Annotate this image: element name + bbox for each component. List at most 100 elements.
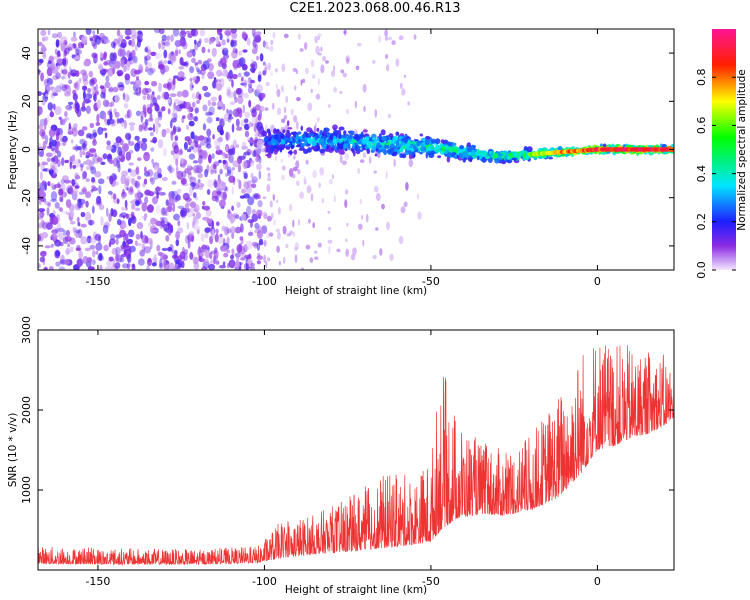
heatmap-cell (141, 215, 147, 220)
heatmap-cell (150, 217, 157, 225)
heatmap-cell (391, 40, 396, 46)
heatmap-cell (256, 163, 262, 171)
heatmap-cell (193, 135, 199, 145)
heatmap-cell (278, 143, 285, 148)
heatmap-cell (384, 144, 390, 149)
heatmap-cell (358, 139, 362, 145)
heatmap-cell (263, 67, 268, 76)
x-tick-label: -50 (422, 575, 440, 588)
heatmap-cell (215, 117, 220, 122)
heatmap-cell (180, 261, 185, 269)
heatmap-cell (346, 57, 350, 65)
heatmap-cell (201, 46, 206, 54)
heatmap-cell (140, 231, 143, 239)
heatmap-cell (122, 92, 126, 101)
heatmap-cell (59, 138, 65, 142)
heatmap-cell (124, 199, 128, 208)
heatmap-cell (106, 260, 113, 267)
heatmap-cell (307, 147, 312, 153)
heatmap-cell (91, 176, 96, 183)
heatmap-cell (247, 253, 252, 261)
heatmap-cell (256, 243, 261, 251)
heatmap-cell (141, 202, 148, 212)
heatmap-cell (108, 85, 114, 95)
heatmap-cell (99, 33, 105, 38)
heatmap-cell (333, 65, 336, 72)
heatmap-cell (147, 49, 152, 56)
heatmap-cell (202, 205, 211, 211)
heatmap-cell (416, 141, 420, 147)
heatmap-cell (362, 239, 365, 247)
heatmap-cell (64, 235, 72, 242)
heatmap-cell (317, 117, 320, 123)
heatmap-cell (72, 93, 78, 101)
heatmap-cell (194, 167, 202, 174)
heatmap-cell (84, 211, 92, 222)
heatmap-cell (177, 77, 185, 82)
heatmap-cell (222, 261, 226, 266)
heatmap-cell (264, 64, 268, 72)
heatmap-cell (305, 244, 311, 250)
heatmap-cell (221, 47, 228, 51)
heatmap-cell (109, 111, 113, 121)
heatmap-cell (50, 183, 55, 188)
heatmap-cell (211, 47, 217, 58)
heatmap-cell (425, 152, 428, 159)
heatmap-cell (214, 169, 217, 174)
heatmap-cell (497, 153, 504, 156)
heatmap-cell (130, 38, 135, 48)
heatmap-cell (218, 190, 221, 197)
heatmap-cell (54, 183, 62, 189)
heatmap-cell (156, 95, 161, 100)
heatmap-cell (175, 263, 179, 268)
heatmap-cell (257, 74, 262, 82)
heatmap-cell (291, 145, 295, 149)
heatmap-cell (80, 223, 87, 228)
heatmap-cell (83, 98, 90, 104)
heatmap-cell (157, 251, 163, 257)
heatmap-cell (295, 134, 299, 139)
heatmap-cell (327, 239, 333, 244)
heatmap-cell (146, 107, 153, 114)
heatmap-cell (386, 63, 390, 72)
heatmap-cell (227, 209, 231, 214)
heatmap-cell (43, 197, 47, 203)
heatmap-cell (171, 117, 177, 123)
heatmap-cell (50, 191, 58, 201)
heatmap-cell (404, 150, 410, 156)
heatmap-cell (404, 143, 411, 147)
heatmap-cell (231, 186, 234, 195)
heatmap-cell (177, 255, 182, 262)
heatmap-cell (232, 139, 237, 150)
heatmap-cell (172, 29, 180, 37)
heatmap-cell (262, 131, 267, 135)
heatmap-cell (447, 141, 453, 147)
heatmap-cell (210, 169, 215, 175)
heatmap-cell (343, 30, 347, 35)
heatmap-cell (44, 181, 47, 191)
heatmap-cell (208, 154, 212, 164)
heatmap-cell (141, 138, 148, 143)
heatmap-cell (282, 225, 287, 235)
heatmap-cell (108, 256, 114, 262)
heatmap-cell (235, 260, 240, 269)
heatmap-cell (258, 238, 264, 246)
heatmap-cell (144, 80, 150, 86)
heatmap-cell (60, 42, 66, 52)
heatmap-cell (82, 79, 89, 86)
heatmap-cell (49, 215, 54, 226)
heatmap-cell (44, 245, 51, 249)
heatmap-cell (232, 59, 240, 69)
heatmap-cell (81, 126, 88, 131)
heatmap-cell (145, 61, 153, 71)
heatmap-cell (112, 193, 117, 200)
heatmap-cell (297, 218, 301, 226)
heatmap-cell (145, 68, 148, 73)
heatmap-cell (95, 122, 101, 126)
heatmap-cell (319, 137, 325, 144)
heatmap-cell (52, 92, 58, 97)
heatmap-cell (206, 116, 213, 124)
heatmap-cell (250, 183, 257, 189)
heatmap-cell (237, 95, 244, 105)
heatmap-cell (231, 123, 235, 133)
